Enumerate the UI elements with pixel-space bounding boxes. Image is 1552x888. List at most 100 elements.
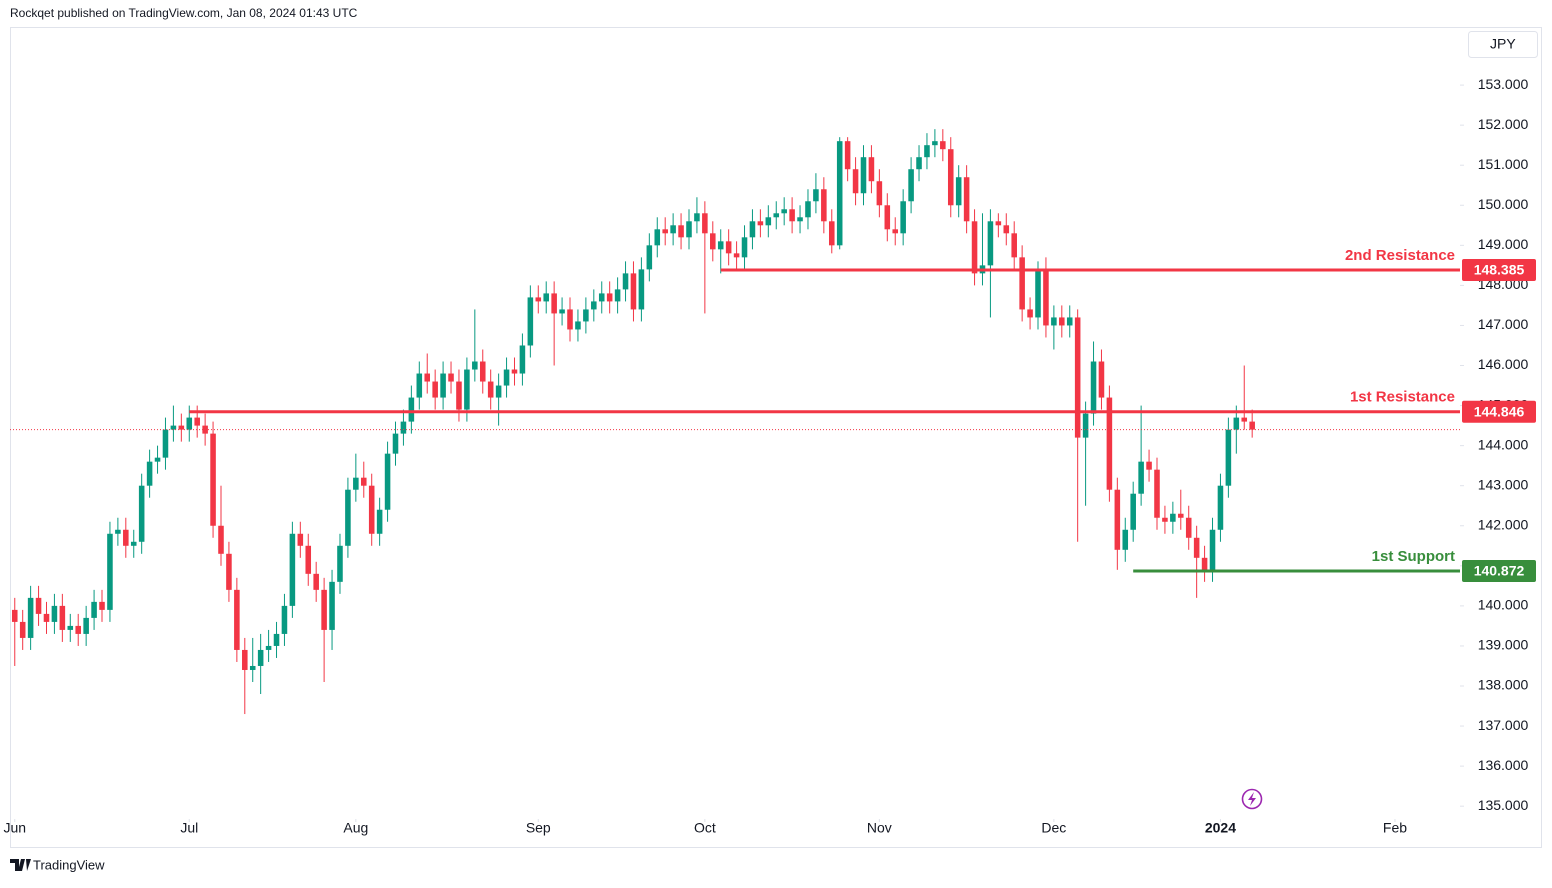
candle-body (686, 221, 692, 238)
candle-body (963, 177, 970, 222)
candle-body (170, 425, 177, 430)
candle-body (678, 225, 684, 238)
currency-box (1468, 31, 1538, 58)
candle-body (456, 381, 462, 410)
candle-body (1241, 417, 1248, 422)
price-badge (1462, 559, 1536, 582)
lightning-icon (1241, 788, 1263, 810)
y-tick-label: 153.000 (1478, 76, 1529, 92)
price-badge-label: 144.846 (1474, 403, 1525, 419)
y-tick-label: 149.000 (1478, 236, 1529, 252)
candle-body (1098, 361, 1105, 398)
candle-body (265, 645, 272, 650)
x-tick-label: Oct (694, 820, 716, 836)
y-tick-label: 152.000 (1478, 116, 1529, 132)
candle-body (495, 385, 502, 398)
candle-body (694, 213, 700, 222)
candle-body (1201, 557, 1208, 570)
candle-body (313, 573, 319, 590)
candle-body (527, 297, 534, 346)
candle-body (1122, 529, 1129, 550)
candle-body (154, 457, 161, 462)
level-name: 1st Resistance (1350, 389, 1455, 406)
candle-body (1225, 429, 1232, 486)
candle-body (194, 417, 200, 426)
candle-body (51, 605, 58, 622)
x-tick-label: Feb (1383, 820, 1407, 836)
y-tick-label: 150.000 (1478, 196, 1529, 212)
candle-body (622, 273, 629, 290)
candle-body (638, 269, 645, 310)
candle-body (432, 381, 438, 398)
candle-body (91, 601, 97, 618)
candle-body (138, 485, 145, 542)
candle-body (575, 321, 581, 330)
y-tick-label: 139.000 (1478, 637, 1529, 653)
x-tick-label: Aug (343, 820, 368, 836)
candle-body (591, 301, 597, 310)
candle-body (392, 433, 399, 454)
candle-body (257, 649, 264, 666)
candle-body (995, 221, 1002, 226)
candle-body (1162, 517, 1168, 522)
candle-body (749, 221, 756, 238)
candle-body (789, 209, 795, 222)
candle-body (353, 477, 359, 490)
y-tick-label: 136.000 (1478, 757, 1529, 773)
candle-body (1178, 513, 1184, 518)
candle-body (1154, 469, 1160, 518)
chart-frame (10, 27, 1542, 848)
y-tick-label: 144.000 (1478, 436, 1529, 452)
candle-body (289, 533, 296, 606)
candle-body (99, 601, 105, 610)
candle-body (130, 541, 137, 546)
candle-body (932, 141, 938, 146)
candle-body (733, 253, 740, 258)
candle-body (43, 613, 50, 622)
candle-body (1170, 513, 1176, 522)
candle-body (1003, 225, 1010, 234)
candle-body (1233, 417, 1240, 430)
candle-body (551, 293, 557, 314)
candle-body (115, 529, 121, 534)
candle-body (805, 201, 811, 218)
candle-body (479, 361, 486, 382)
candle-body (1059, 317, 1065, 326)
candle-body (75, 625, 81, 634)
candle-body (464, 369, 470, 410)
candle-body (11, 609, 18, 622)
candle-body (487, 381, 494, 398)
candle-body (821, 189, 827, 222)
currency-label: JPY (1490, 36, 1516, 52)
y-tick-label: 137.000 (1478, 717, 1529, 733)
candle-body (1106, 397, 1113, 490)
x-tick-label: Nov (867, 820, 892, 836)
candle-body (797, 217, 803, 222)
publish-note: Rockqet published on TradingView.com, Ja… (10, 6, 358, 20)
candle-body (876, 181, 883, 206)
candle-body (337, 545, 343, 582)
candle-body (606, 293, 613, 302)
candle-body (305, 545, 312, 574)
candle-body (1051, 317, 1057, 326)
candle-body (971, 221, 978, 274)
candle-body (400, 421, 407, 434)
candle-body (146, 461, 153, 486)
candle-body (67, 625, 74, 630)
candle-body (1209, 529, 1216, 570)
candle-body (234, 589, 240, 650)
candle-body (852, 169, 859, 194)
candle-body (448, 373, 454, 382)
candle-body (27, 597, 34, 638)
candle-body (19, 621, 26, 638)
candle-body (321, 589, 327, 630)
candle-body (924, 145, 930, 158)
candle-body (162, 429, 169, 458)
candle-body (1043, 269, 1049, 326)
level-name: 2nd Resistance (1345, 247, 1455, 264)
candle-body (178, 425, 185, 430)
candle-body (947, 149, 954, 206)
candle-body (1146, 461, 1152, 470)
y-tick-label: 138.000 (1478, 677, 1529, 693)
